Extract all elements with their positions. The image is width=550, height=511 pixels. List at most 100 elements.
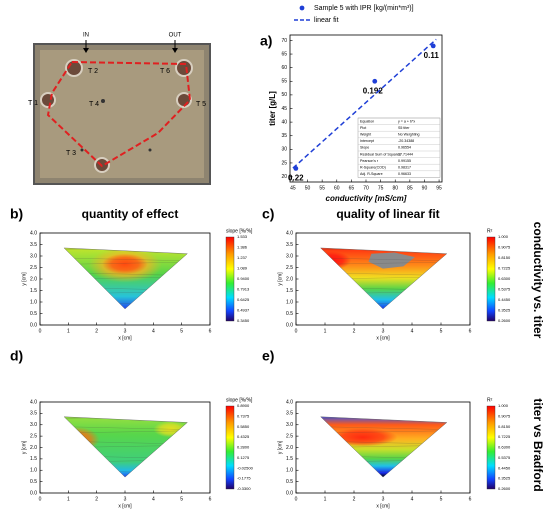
x-tick-label: 6 [209, 328, 212, 334]
colorbar-label: 1.533 [237, 234, 248, 239]
colorbar-title: R² [487, 397, 493, 403]
table-cell: -20.34388 [398, 139, 414, 143]
table-cell: Pearson's r [360, 159, 379, 163]
colorbar-label: 0.7375 [237, 413, 250, 418]
x-tick-label: 95 [436, 185, 442, 191]
colorbar [225, 405, 235, 490]
table-cell: 0.99155 [398, 159, 411, 163]
colorbar-label: 0.3525 [498, 476, 511, 481]
x-tick-label: 6 [469, 328, 472, 334]
y-tick-label: 50 [281, 92, 287, 98]
table-cell: Slope [360, 146, 369, 150]
point-label: 0.11 [424, 51, 440, 60]
x-axis-label: conductivity [mS/cm] [326, 194, 407, 203]
y-tick-label: 2.0 [286, 445, 293, 451]
y-tick-label: 0.5 [286, 311, 293, 317]
y-tick-label: 3.0 [286, 422, 293, 428]
x-tick-label: 45 [290, 185, 296, 191]
table-cell: Adj. R-Square [360, 172, 383, 176]
photo-label: T 1 [28, 100, 38, 107]
table-cell: R-Square(COD) [360, 165, 386, 169]
y-tick-label: 0.0 [30, 322, 37, 328]
y-tick-label: 0.0 [286, 322, 293, 328]
y-tick-label: 4.0 [30, 399, 37, 405]
colorbar [486, 405, 496, 490]
table-cell: y = a + b*x [398, 119, 415, 123]
colorbar-label: 0.5375 [498, 287, 511, 292]
colorbar-label: -0.02500 [237, 465, 254, 470]
x-tick-label: 3 [382, 328, 385, 334]
y-tick-label: 3.5 [286, 242, 293, 248]
colorbar [486, 236, 496, 322]
table-cell: No Weighting [398, 132, 420, 136]
colorbar-label: 0.5375 [498, 455, 511, 460]
x-tick-label: 75 [378, 185, 384, 191]
colorbar-label: 0.7225 [498, 434, 511, 439]
y-tick-label: 3.0 [286, 253, 293, 259]
contour-fill [320, 416, 447, 478]
x-tick-label: 1 [324, 496, 327, 502]
row-title: titer vs Bradford [531, 398, 545, 491]
x-tick-label: 0 [39, 496, 42, 502]
masked-region [368, 252, 415, 269]
table-cell: Plot [360, 126, 366, 130]
y-tick-label: 55 [281, 79, 287, 85]
x-tick-label: 0 [295, 328, 298, 334]
y-tick-label: 0.5 [30, 479, 37, 485]
y-tick-label: 1.5 [286, 456, 293, 462]
photo-label: OUT [169, 33, 182, 39]
contour-outline [320, 416, 448, 478]
point [430, 43, 436, 49]
y-tick-label: 3.5 [30, 242, 37, 248]
contour-fill [320, 247, 447, 309]
colorbar-label: 0.3525 [498, 308, 511, 313]
colorbar-title: slope [%/%] [226, 397, 253, 403]
photo-label: T 4 [89, 101, 99, 108]
colorbar-label: 1.386 [237, 245, 248, 250]
colorbar-title: slope [%/%] [226, 228, 253, 234]
x-axis-label: x [cm] [376, 335, 390, 341]
x-tick-label: 6 [469, 496, 472, 502]
colorbar-label: 0.9075 [498, 413, 511, 418]
table-cell: 0.96554 [398, 146, 411, 150]
y-tick-label: 2.5 [30, 265, 37, 271]
contour-fill [64, 416, 188, 478]
y-axis-label: titer [g/L] [268, 91, 277, 126]
contour-outline [63, 416, 188, 478]
y-tick-label: 1.5 [30, 456, 37, 462]
x-tick-label: 90 [422, 185, 428, 191]
point [372, 78, 378, 84]
x-tick-label: 3 [382, 496, 385, 502]
colorbar-label: 0.2800 [237, 445, 250, 450]
contour-blob [102, 253, 148, 275]
x-tick-label: 1 [67, 328, 70, 334]
contour-blob [327, 428, 398, 447]
colorbar [225, 236, 235, 322]
x-tick-label: 3 [124, 496, 127, 502]
y-tick-label: 65 [281, 51, 287, 57]
contour-blob [64, 427, 100, 453]
y-axis-label: y [cm] [21, 440, 27, 454]
colorbar-label: 0.8900 [237, 403, 250, 408]
y-tick-label: 40 [281, 119, 287, 125]
colorbar-label: 0.7225 [498, 266, 511, 271]
y-tick-label: 2.0 [30, 445, 37, 451]
colorbar-label: 0.9400 [237, 276, 250, 281]
colorbar-label: 0.4450 [498, 465, 511, 470]
contour-map [320, 416, 447, 478]
x-tick-label: 6 [209, 496, 212, 502]
x-tick-label: 4 [152, 496, 155, 502]
y-tick-label: 1.0 [286, 299, 293, 305]
x-tick-label: 65 [349, 185, 355, 191]
y-tick-label: 3.0 [30, 253, 37, 259]
colorbar-label: 0.8150 [498, 255, 511, 260]
y-tick-label: 1.0 [30, 299, 37, 305]
photo [33, 40, 211, 185]
legend-label: Sample 5 with IPR [kg/(min*m³)] [314, 5, 414, 12]
table-cell: 0.96633 [398, 172, 411, 176]
x-tick-label: 0 [39, 328, 42, 334]
y-tick-label: 2.5 [286, 433, 293, 439]
y-tick-label: 1.5 [286, 288, 293, 294]
y-tick-label: 60 [281, 65, 287, 71]
y-tick-label: 30 [281, 147, 287, 153]
